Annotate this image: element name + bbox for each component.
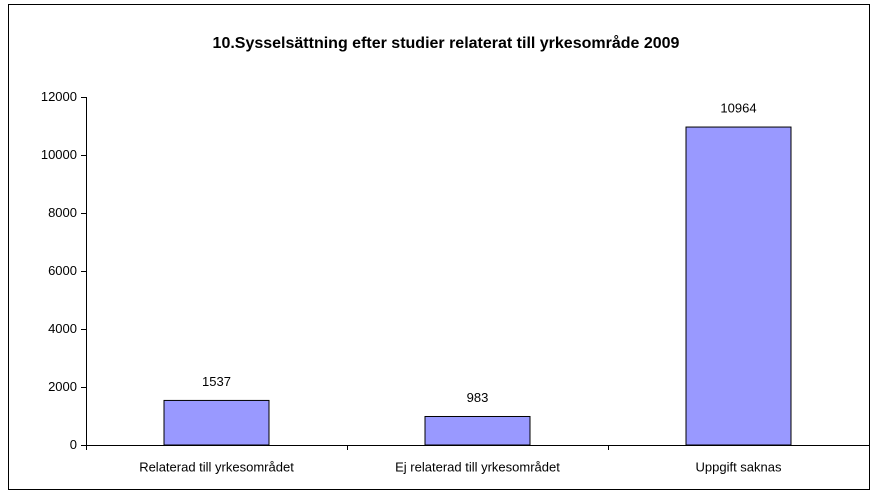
y-tick-label: 2000 [48, 379, 77, 394]
data-label: 983 [467, 390, 489, 405]
y-tick-label: 0 [70, 437, 77, 452]
bar [424, 415, 531, 446]
x-tick-label: Ej relaterad till yrkesområdet [395, 459, 560, 474]
data-label: 10964 [720, 100, 756, 115]
y-tick-label: 10000 [41, 147, 77, 162]
y-tick-label: 12000 [41, 89, 77, 104]
y-tick-label: 4000 [48, 321, 77, 336]
chart-title: 10.Sysselsättning efter studier relatera… [213, 34, 680, 52]
y-tick-label: 8000 [48, 205, 77, 220]
bar [685, 126, 792, 446]
data-label: 1537 [202, 374, 231, 389]
x-tick-label: Uppgift saknas [696, 459, 782, 474]
x-tick-label: Relaterad till yrkesområdet [139, 459, 294, 474]
y-tick-label: 6000 [48, 263, 77, 278]
bar [163, 399, 270, 446]
